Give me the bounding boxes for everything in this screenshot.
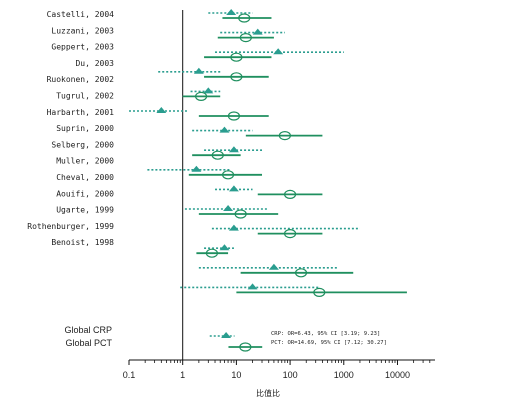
pct-point-marker <box>194 91 208 102</box>
study-label: Geppert, 2003 <box>51 43 114 52</box>
crp-summary-annotation: CRP: OR=6.43, 95% CI [3.19; 9.23] <box>271 331 380 337</box>
pct-point-marker <box>239 32 252 43</box>
study-label: Castelli, 2004 <box>47 10 115 19</box>
global-crp-label: Global CRP <box>64 325 112 335</box>
pct-point-marker <box>278 131 291 141</box>
study-label: Luzzani, 2003 <box>51 26 114 35</box>
crp-point-marker <box>156 107 167 113</box>
study-label: Ugarte, 1999 <box>56 206 114 215</box>
x-axis: 0.1 1 10 100 1000 10000 <box>123 359 435 380</box>
crp-point-marker <box>191 165 202 172</box>
pct-point-marker <box>205 248 219 258</box>
pct-point-marker <box>283 189 297 199</box>
study-label: Muller, 2000 <box>56 157 114 166</box>
pct-point-marker <box>211 150 224 160</box>
study-label: Selberg, 2000 <box>51 140 114 149</box>
crp-point-marker <box>219 244 230 251</box>
pct-point-marker <box>239 342 252 352</box>
global-pct-label: Global PCT <box>65 338 112 348</box>
crp-point-marker <box>193 67 204 74</box>
crp-point-marker <box>228 224 239 231</box>
pct-point-marker <box>230 52 243 62</box>
x-tick-label: 1000 <box>334 370 354 380</box>
study-label: Aouifi, 2000 <box>56 189 114 198</box>
crp-point-marker <box>219 126 230 133</box>
pct-point-marker <box>294 268 308 278</box>
pct-point-marker <box>221 170 235 180</box>
crp-point-marker <box>203 87 214 94</box>
pct-point-marker <box>283 229 297 239</box>
study-label: Harbarth, 2001 <box>47 108 115 117</box>
study-label: Tugrul, 2002 <box>56 92 114 101</box>
crp-point-marker <box>268 263 279 270</box>
pct-summary-annotation: PCT: OR=14.69, 95% CI [7.12; 30.27] <box>271 340 387 346</box>
study-label: Cheval, 2000 <box>56 173 114 182</box>
crp-point-marker <box>228 185 239 192</box>
crp-point-marker <box>223 205 234 211</box>
study-label: Benoist, 1998 <box>51 238 114 247</box>
crp-point-marker <box>226 9 237 15</box>
crp-point-marker <box>252 28 263 35</box>
crp-point-marker <box>247 283 258 290</box>
study-label: Du, 2003 <box>75 59 114 68</box>
plot-marks <box>129 9 407 360</box>
x-tick-label: 0.1 <box>123 370 136 380</box>
crp-point-marker <box>273 48 284 55</box>
study-labels: Castelli, 2004 Luzzani, 2003 Geppert, 2003… <box>27 10 114 247</box>
x-axis-label: 比值比 <box>256 388 280 398</box>
pct-point-marker <box>227 111 241 121</box>
crp-point-marker <box>221 332 232 338</box>
pct-point-marker <box>230 72 243 82</box>
pct-point-marker <box>238 13 251 23</box>
x-tick-label: 1 <box>180 370 185 380</box>
study-label: Suprin, 2000 <box>56 124 114 133</box>
crp-point-marker <box>228 146 239 153</box>
x-tick-label: 10000 <box>385 370 410 380</box>
study-label: Rothenburger, 1999 <box>27 222 114 231</box>
pct-point-marker <box>234 209 247 219</box>
x-tick-label: 10 <box>231 370 241 380</box>
pct-point-marker <box>313 287 326 297</box>
x-tick-label: 100 <box>283 370 298 380</box>
study-label: Ruokonen, 2002 <box>47 75 115 84</box>
